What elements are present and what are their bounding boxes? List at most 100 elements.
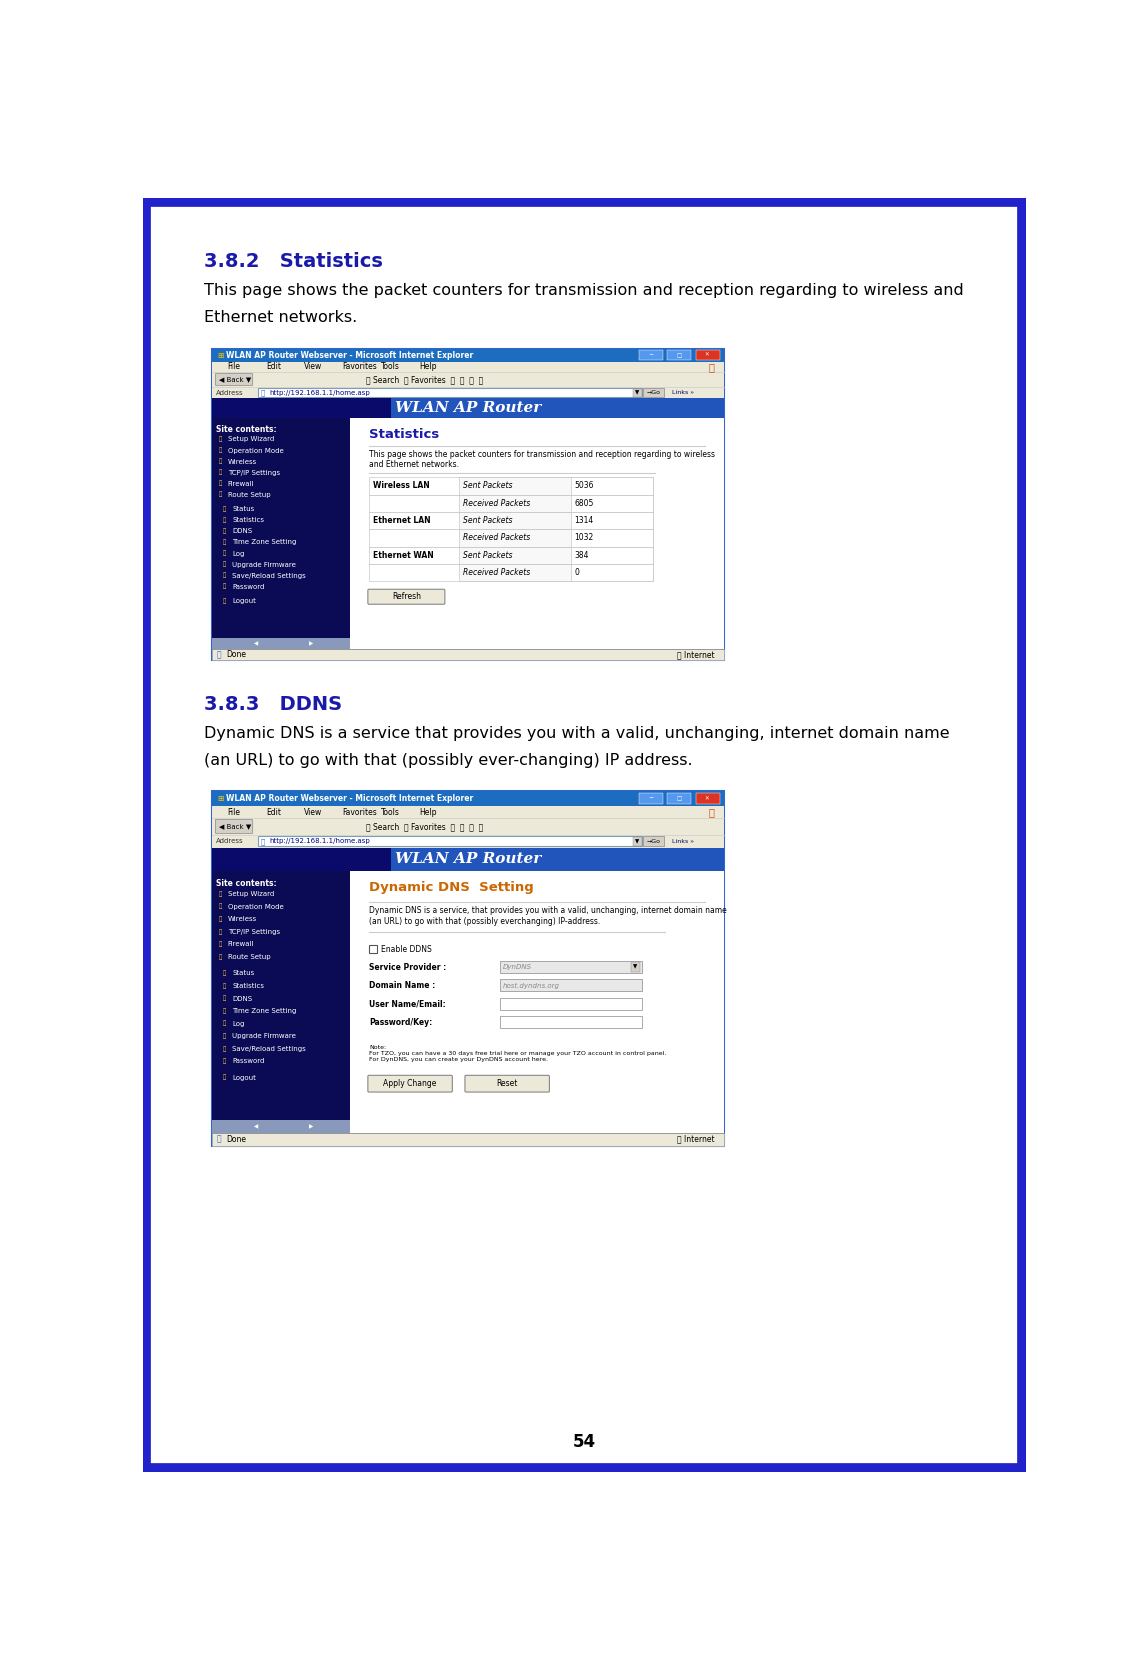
Bar <box>212 349 724 660</box>
Bar <box>458 478 653 495</box>
Text: View: View <box>304 362 323 372</box>
Text: 📁: 📁 <box>219 437 221 442</box>
Text: ⊞: ⊞ <box>217 794 223 804</box>
Bar <box>458 564 653 581</box>
Text: Dynamic DNS is a service that provides you with a valid, unchanging, internet do: Dynamic DNS is a service that provides y… <box>204 726 950 741</box>
Text: 🔍 Search  ⭐ Favorites  📧  📋  🖨  📰: 🔍 Search ⭐ Favorites 📧 📋 🖨 📰 <box>366 375 483 384</box>
Text: This page shows the packet counters for transmission and reception regarding to : This page shows the packet counters for … <box>204 283 964 298</box>
Text: 📄: 📄 <box>223 996 227 1001</box>
Bar <box>212 387 724 399</box>
Text: 📄: 📄 <box>223 562 227 567</box>
Text: 📄: 📄 <box>223 551 227 556</box>
Bar <box>499 979 642 991</box>
Text: 📄: 📄 <box>223 1034 227 1039</box>
Text: 📁: 📁 <box>219 903 221 910</box>
Text: 🌐: 🌐 <box>217 1135 221 1143</box>
Text: ◀: ◀ <box>254 642 258 647</box>
Text: Logout: Logout <box>233 599 256 604</box>
Text: Password: Password <box>233 584 264 590</box>
Text: Dynamic DNS  Setting: Dynamic DNS Setting <box>369 882 534 895</box>
Text: ▼: ▼ <box>634 964 637 969</box>
Text: →Go: →Go <box>646 839 661 844</box>
Text: Route Setup: Route Setup <box>228 954 270 959</box>
Text: 54: 54 <box>572 1432 596 1451</box>
Text: 📁: 📁 <box>219 892 221 896</box>
Text: Help: Help <box>420 807 437 817</box>
Bar <box>350 418 724 650</box>
Text: 🌐: 🌐 <box>217 650 221 660</box>
Text: Note:
For TZO, you can have a 30 days free trial here or manage your TZO account: Note: For TZO, you can have a 30 days fr… <box>369 1045 667 1062</box>
Bar <box>458 513 653 529</box>
Bar <box>212 418 350 650</box>
Bar <box>571 529 653 546</box>
Text: DDNS: DDNS <box>233 528 253 534</box>
Text: File: File <box>228 362 241 372</box>
Text: 🌐: 🌐 <box>261 389 264 395</box>
Text: http://192.168.1.1/home.asp: http://192.168.1.1/home.asp <box>269 390 369 395</box>
Text: This page shows the packet counters for transmission and reception regarding to : This page shows the packet counters for … <box>369 450 715 470</box>
Text: Statistics: Statistics <box>233 518 264 523</box>
Text: DynDNS: DynDNS <box>503 964 532 971</box>
Text: Apply Change: Apply Change <box>383 1078 437 1088</box>
Text: Dynamic DNS is a service, that provides you with a valid, unchanging, internet d: Dynamic DNS is a service, that provides … <box>369 906 727 926</box>
Bar <box>391 399 724 418</box>
Text: 3.8.2   Statistics: 3.8.2 Statistics <box>204 253 383 271</box>
Text: ⊞: ⊞ <box>217 351 223 359</box>
Text: WLAN AP Router: WLAN AP Router <box>394 852 542 867</box>
Bar <box>369 478 653 495</box>
Text: Received Packets: Received Packets <box>463 533 530 543</box>
Bar <box>643 837 663 847</box>
FancyBboxPatch shape <box>368 589 445 604</box>
Text: Statistics: Statistics <box>369 428 439 440</box>
Text: Received Packets: Received Packets <box>463 500 530 508</box>
Bar <box>571 564 653 581</box>
Text: 🔍 Search  ⭐ Favorites  📧  📋  🖨  📰: 🔍 Search ⭐ Favorites 📧 📋 🖨 📰 <box>366 822 483 830</box>
Text: 📁: 📁 <box>219 954 221 959</box>
Text: Wireless LAN: Wireless LAN <box>373 481 430 491</box>
Bar <box>643 389 663 397</box>
Text: Logout: Logout <box>233 1075 256 1080</box>
Text: Save/Reload Settings: Save/Reload Settings <box>233 1045 307 1052</box>
Text: 📄: 📄 <box>223 518 227 523</box>
Text: Edit: Edit <box>266 807 280 817</box>
Text: Password: Password <box>233 1059 264 1065</box>
Text: ▼: ▼ <box>635 839 640 844</box>
Text: Site contents:: Site contents: <box>217 878 277 888</box>
Bar <box>695 794 719 804</box>
Bar <box>458 495 653 513</box>
Text: http://192.168.1.1/home.asp: http://192.168.1.1/home.asp <box>269 839 369 844</box>
Text: 📁: 📁 <box>219 916 221 921</box>
Text: ◀ Back ▼: ◀ Back ▼ <box>219 824 251 829</box>
Bar <box>571 546 653 564</box>
Text: Status: Status <box>233 506 254 513</box>
Text: User Name/Email:: User Name/Email: <box>369 999 446 1009</box>
Text: Site contents:: Site contents: <box>217 425 277 435</box>
Text: DDNS: DDNS <box>233 996 253 1002</box>
Text: Address: Address <box>217 839 244 844</box>
Text: Sent Packets: Sent Packets <box>463 516 512 524</box>
Text: Operation Mode: Operation Mode <box>228 448 284 453</box>
Text: 📄: 📄 <box>223 506 227 511</box>
Bar <box>212 399 724 418</box>
Bar <box>212 372 724 387</box>
Text: 📁: 📁 <box>219 470 221 475</box>
Text: 0: 0 <box>575 567 579 577</box>
Bar <box>212 650 724 660</box>
FancyBboxPatch shape <box>146 202 1023 1469</box>
Text: Time Zone Setting: Time Zone Setting <box>233 539 296 546</box>
Bar <box>630 963 640 973</box>
Text: Favorites: Favorites <box>343 807 377 817</box>
Bar <box>259 837 642 847</box>
Bar <box>369 564 653 581</box>
Bar <box>212 791 724 1146</box>
Bar <box>695 351 719 361</box>
Text: 📁: 📁 <box>219 448 221 453</box>
Text: Upgrade Firmware: Upgrade Firmware <box>233 562 296 567</box>
Text: Favorites: Favorites <box>343 362 377 372</box>
Text: Statistics: Statistics <box>233 982 264 989</box>
Bar <box>212 1120 350 1133</box>
Bar <box>633 389 642 397</box>
Text: Operation Mode: Operation Mode <box>228 903 284 910</box>
Text: Tools: Tools <box>381 807 400 817</box>
Bar <box>350 870 724 1133</box>
